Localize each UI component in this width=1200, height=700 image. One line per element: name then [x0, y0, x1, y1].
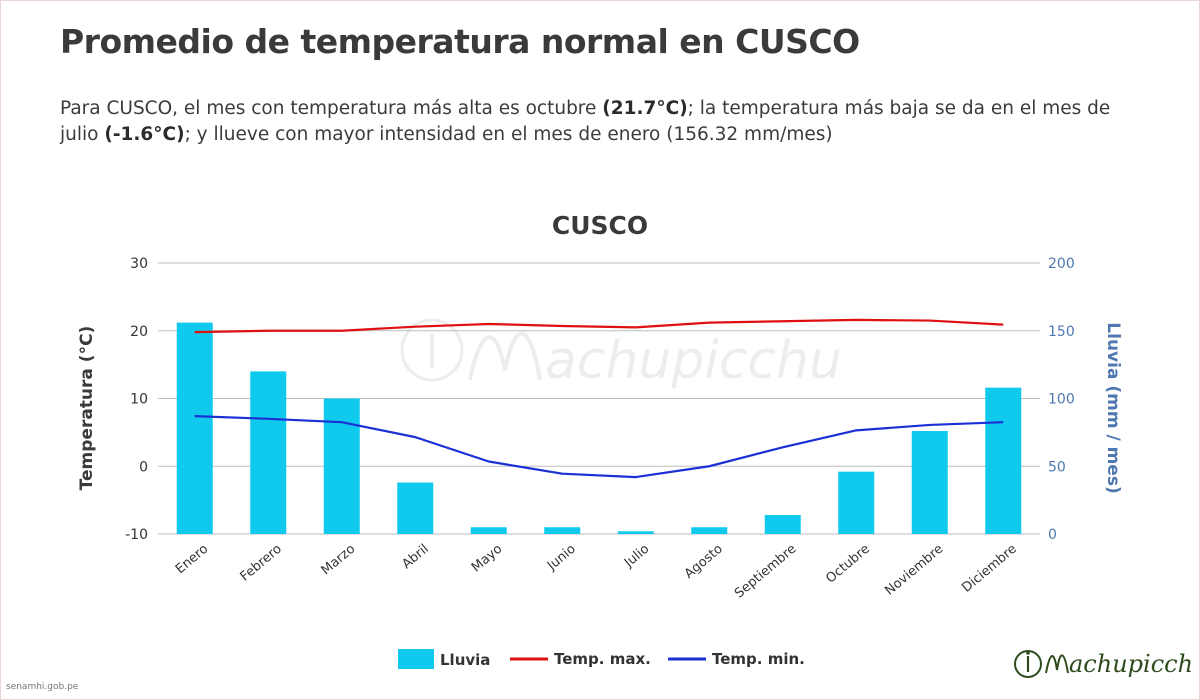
y-tick-label-right: 100 [1048, 392, 1075, 408]
chart-title: CUSCO [552, 211, 648, 240]
rain-bar [617, 531, 654, 534]
grid-lines [158, 262, 1040, 535]
x-tick-label: Febrero [238, 542, 285, 585]
rain-bar [544, 527, 581, 534]
y-tick-label-right: 0 [1048, 527, 1057, 543]
watermark-text: achupicchu [545, 331, 842, 391]
y-axis-label-right: Lluvia (mm / mes) [1103, 322, 1123, 493]
y-tick-label-left: 20 [130, 324, 148, 340]
legend-label-rain: Lluvia [440, 651, 490, 669]
y-axis-label-left: Temperatura (°C) [77, 326, 97, 491]
y-tick-label-left: -10 [125, 527, 148, 543]
rain-bar [323, 398, 360, 534]
desc-text-2: ; la temperatura más baja se da en el me… [60, 98, 1111, 145]
x-tick-label: Julio [621, 542, 652, 572]
x-tick-label: Marzo [319, 542, 359, 579]
legend-label-tmax: Temp. max. [554, 650, 651, 668]
y-tick-label-left: 10 [130, 392, 148, 408]
brand-logo: achupicchu [1014, 650, 1192, 678]
rain-bar [691, 527, 728, 534]
desc-highlight-max: (21.7°C) [602, 98, 688, 119]
x-tick-label: Mayo [469, 542, 505, 576]
rain-bar [250, 371, 287, 534]
tmax-line [194, 318, 1004, 334]
temperature-lines [194, 318, 1004, 479]
page-title: Promedio de temperatura normal en CUSCO [60, 22, 860, 61]
rain-bar [764, 515, 801, 534]
chart-legend: Lluvia Temp. max. Temp. min. [398, 649, 805, 669]
watermark: achupicchu [400, 318, 842, 391]
x-tick-label: Abril [399, 542, 431, 573]
rain-bar [470, 527, 507, 534]
rain-bar [985, 387, 1022, 534]
logo-text: achupicchu [1069, 650, 1192, 678]
source-credit: senamhi.gob.pe [6, 682, 79, 692]
rain-bar [911, 431, 948, 534]
tmin-line [194, 415, 1004, 479]
desc-text-1: Para CUSCO, el mes con temperatura más a… [60, 98, 603, 119]
x-tick-label: Enero [173, 542, 211, 578]
x-tick-label: Octubre [823, 542, 873, 587]
rain-bars [176, 322, 1022, 534]
x-tick-label: Septiembre [732, 542, 799, 602]
legend-label-tmin: Temp. min. [712, 650, 805, 668]
y-tick-label-right: 50 [1048, 459, 1066, 475]
x-tick-label: Diciembre [959, 542, 1019, 596]
rain-bar [176, 322, 213, 534]
page-description: Para CUSCO, el mes con temperatura más a… [60, 96, 1150, 148]
y-tick-label-left: 0 [139, 459, 148, 475]
rain-bar [397, 482, 434, 534]
rain-bar [838, 471, 875, 534]
x-tick-label: Noviembre [882, 542, 946, 599]
desc-text-3: ; y llueve con mayor intensidad en el me… [184, 124, 833, 145]
y-tick-label-left: 30 [130, 256, 148, 272]
x-tick-label: Junio [544, 542, 579, 575]
x-tick-label: Agosto [682, 542, 726, 582]
legend-swatch-rain [398, 649, 434, 669]
y-tick-label-right: 150 [1048, 324, 1075, 340]
desc-highlight-min: (-1.6°C) [104, 124, 185, 145]
y-tick-label-right: 200 [1048, 256, 1075, 272]
